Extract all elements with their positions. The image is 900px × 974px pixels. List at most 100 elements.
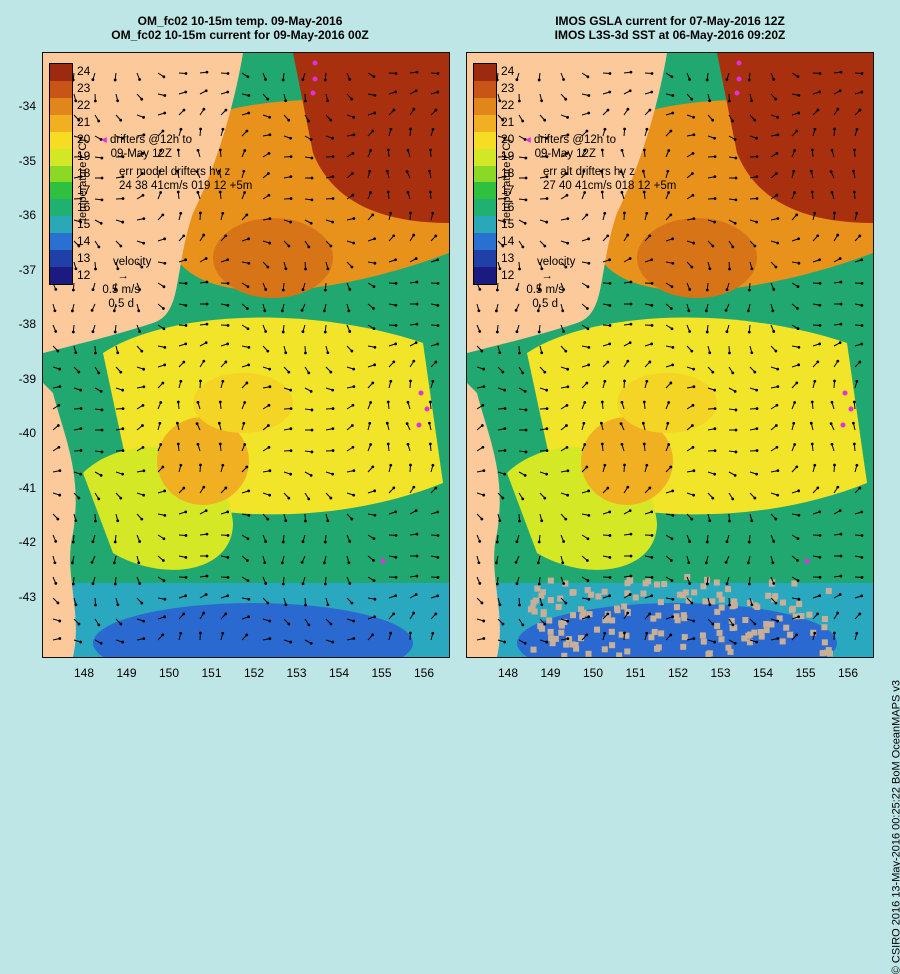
current-arrow-head: [56, 350, 59, 353]
missing-data-pixel: [700, 632, 706, 638]
current-arrow-head: [726, 288, 729, 291]
current-arrow-head: [496, 289, 499, 292]
current-arrow-head: [495, 309, 498, 312]
colorbar-tick-label: 22: [77, 98, 90, 112]
current-arrow-head: [690, 518, 693, 521]
current-arrow-head: [504, 407, 507, 410]
current-arrow-head: [100, 474, 103, 477]
current-arrow-head: [264, 288, 267, 291]
longitude-label: 153: [282, 666, 312, 680]
current-arrow-head: [645, 464, 648, 467]
current-arrow-head: [608, 594, 611, 597]
current-arrow-head: [247, 364, 250, 367]
current-arrow-head: [287, 623, 290, 626]
current-arrow-head: [587, 262, 590, 265]
current-arrow-head: [245, 213, 248, 216]
current-arrow-head: [669, 633, 672, 636]
current-arrow-head: [648, 487, 651, 490]
current-arrow-head: [833, 464, 836, 467]
current-arrow-head: [516, 540, 519, 543]
current-arrow-head: [392, 109, 395, 112]
current-arrow-head: [409, 212, 412, 215]
current-arrow-head: [543, 497, 546, 500]
current-arrow-head: [630, 575, 633, 578]
current-arrow-head: [643, 401, 646, 404]
current-arrow-head: [437, 72, 440, 75]
current-arrow-head: [202, 360, 205, 363]
current-arrow-head: [289, 641, 292, 644]
missing-data-pixel: [558, 620, 564, 626]
current-arrow-head: [179, 464, 182, 467]
current-arrow-head: [415, 257, 418, 260]
current-arrow-head: [566, 404, 569, 407]
current-arrow-head: [395, 534, 398, 537]
current-arrow-head: [140, 518, 143, 521]
current-arrow-head: [587, 237, 590, 240]
current-arrow-head: [692, 133, 695, 136]
current-arrow-head: [755, 473, 758, 476]
current-arrow-head: [623, 632, 626, 635]
current-arrow-head: [831, 401, 834, 404]
current-arrow-head: [371, 130, 374, 133]
latitude-label: -38: [0, 317, 36, 331]
colorbar-segment: [474, 149, 496, 166]
current-arrow-head: [395, 72, 398, 75]
current-arrow-head: [282, 541, 285, 544]
current-arrow-head: [415, 341, 418, 344]
current-arrow-head: [543, 119, 546, 122]
longitude-label: 152: [239, 666, 269, 680]
current-arrow-head: [756, 197, 759, 200]
current-arrow-head: [197, 443, 200, 446]
missing-data-pixel: [683, 589, 689, 595]
colorbar-tick-label: 12: [501, 268, 514, 282]
missing-data-pixel: [624, 580, 630, 586]
current-arrow-head: [227, 72, 230, 75]
missing-data-pixel: [682, 634, 688, 640]
current-arrow-head: [247, 327, 250, 330]
current-arrow-head: [242, 422, 245, 425]
current-arrow-head: [819, 72, 822, 75]
missing-data-pixel: [602, 646, 608, 652]
current-arrow-head: [373, 262, 376, 265]
current-arrow-head: [179, 380, 182, 383]
current-arrow-head: [311, 409, 314, 412]
current-arrow-head: [311, 177, 314, 180]
current-arrow-head: [162, 307, 165, 310]
current-arrow-head: [202, 612, 205, 615]
current-arrow-head: [853, 149, 856, 152]
current-arrow-head: [630, 281, 633, 284]
current-arrow-head: [372, 307, 375, 310]
current-arrow-head: [268, 637, 271, 640]
missing-data-pixel: [826, 647, 832, 653]
current-arrow-head: [793, 443, 796, 446]
current-arrow-head: [121, 389, 124, 392]
current-arrow-head: [861, 576, 864, 579]
current-arrow-head: [646, 128, 649, 131]
current-arrow-head: [775, 194, 778, 197]
current-arrow-head: [748, 541, 751, 544]
current-arrow-head: [122, 449, 125, 452]
current-arrow-head: [478, 330, 481, 333]
current-arrow-head: [142, 446, 145, 449]
longitude-label: 151: [621, 666, 651, 680]
current-arrow-head: [162, 75, 165, 78]
current-arrow-head: [482, 494, 485, 497]
current-arrow-head: [206, 71, 209, 74]
current-arrow-head: [670, 130, 673, 133]
current-arrow-head: [247, 94, 250, 97]
left-velocity-arrow-icon: →: [95, 269, 151, 283]
current-arrow-head: [566, 217, 569, 220]
colorbar-tick-label: 13: [77, 251, 90, 265]
current-arrow-head: [608, 556, 611, 559]
current-arrow-head: [185, 576, 188, 579]
current-arrow-head: [163, 615, 166, 618]
current-arrow-head: [816, 234, 819, 237]
drifter-marker: [313, 61, 318, 66]
current-arrow-head: [97, 623, 100, 626]
current-arrow-head: [329, 371, 332, 374]
current-arrow-head: [289, 137, 292, 140]
current-arrow-head: [671, 262, 674, 265]
missing-data-pixel: [821, 624, 827, 630]
current-arrow-head: [516, 330, 519, 333]
current-arrow-head: [163, 514, 166, 517]
